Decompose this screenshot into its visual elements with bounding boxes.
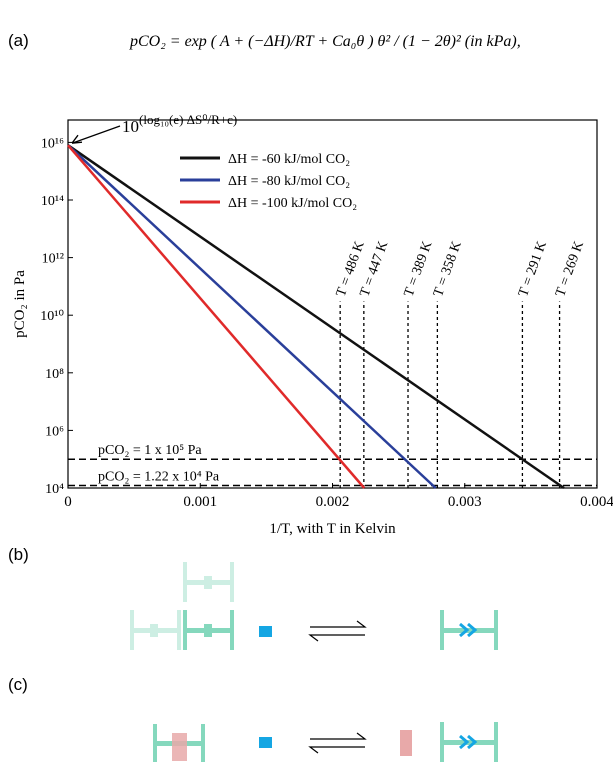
panel-label: (a): [8, 31, 29, 50]
threshold-label: pCO₂ = 1.22 x 10⁴ Pa: [98, 470, 220, 485]
x-tick-label: 0.001: [183, 494, 217, 510]
annotation-arrow: [71, 125, 121, 144]
annotation: 10(log₁₀(e) ΔS⁰/R+c): [122, 112, 237, 136]
y-tick-label: 10¹⁰: [40, 309, 64, 324]
temperature-label: T = 389 K: [402, 239, 436, 298]
x-tick-label: 0.002: [316, 494, 350, 510]
panel-label: (c): [8, 675, 28, 694]
y-tick-label: 10⁴: [45, 482, 64, 497]
y-tick-label: 10¹⁶: [41, 136, 64, 151]
y-tick-label: 10⁶: [45, 424, 64, 439]
series-line: [67, 144, 565, 490]
y-axis-label: pCO₂ in Pa: [12, 270, 28, 338]
x-tick-label: 0.004: [580, 494, 613, 510]
diagram-b: [130, 562, 498, 650]
equation: pCO₂ = exp ( A + (−ΔH)/RT + Ca₀θ ) θ² / …: [129, 33, 521, 50]
y-tick-label: 10⁸: [45, 367, 64, 382]
legend-label: ΔH = -100 kJ/mol CO₂: [228, 196, 357, 211]
x-axis-label: 1/T, with T in Kelvin: [269, 521, 396, 537]
legend-label: ΔH = -80 kJ/mol CO₂: [228, 174, 350, 189]
diagram-c: [153, 722, 498, 762]
x-tick-label: 0.003: [448, 494, 482, 510]
temperature-label: T = 291 K: [516, 239, 550, 298]
y-tick-label: 10¹⁴: [41, 194, 64, 209]
x-tick-label: 0: [64, 494, 72, 510]
series-line: [67, 144, 437, 489]
y-tick-label: 10¹²: [42, 252, 64, 267]
temperature-label: T = 358 K: [431, 239, 465, 298]
series-line: [67, 144, 366, 489]
annotation-base: 10: [122, 117, 139, 136]
threshold-label: pCO₂ = 1 x 10⁵ Pa: [98, 443, 202, 458]
panel-label: (b): [8, 545, 29, 564]
legend-label: ΔH = -60 kJ/mol CO₂: [228, 152, 350, 167]
temperature-label: T = 269 K: [553, 239, 587, 298]
annotation-exponent: (log₁₀(e) ΔS⁰/R+c): [139, 112, 237, 127]
